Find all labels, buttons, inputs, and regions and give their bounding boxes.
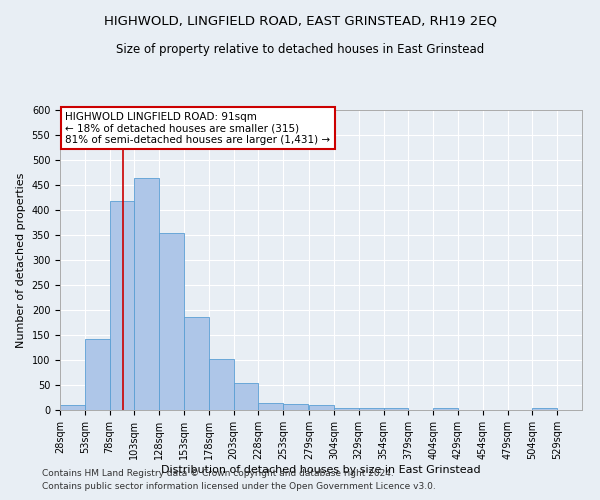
Bar [134,178,159,410]
Bar [209,358,233,410]
Bar [532,408,557,410]
Bar [259,402,283,410]
Bar [110,201,134,410]
Bar [334,408,359,410]
Text: Contains public sector information licensed under the Open Government Licence v3: Contains public sector information licen… [42,482,436,491]
Bar [359,408,383,410]
Text: HIGHWOLD, LINGFIELD ROAD, EAST GRINSTEAD, RH19 2EQ: HIGHWOLD, LINGFIELD ROAD, EAST GRINSTEAD… [104,15,497,28]
Bar [233,383,259,410]
Y-axis label: Number of detached properties: Number of detached properties [16,172,26,348]
Bar [309,405,334,410]
Bar [433,408,458,410]
Bar [60,405,85,410]
Text: HIGHWOLD LINGFIELD ROAD: 91sqm
← 18% of detached houses are smaller (315)
81% of: HIGHWOLD LINGFIELD ROAD: 91sqm ← 18% of … [65,112,331,144]
Bar [283,404,308,410]
Bar [159,232,184,410]
X-axis label: Distribution of detached houses by size in East Grinstead: Distribution of detached houses by size … [161,464,481,474]
Text: Size of property relative to detached houses in East Grinstead: Size of property relative to detached ho… [116,42,484,56]
Bar [383,408,409,410]
Bar [85,338,110,410]
Bar [184,317,209,410]
Text: Contains HM Land Registry data © Crown copyright and database right 2024.: Contains HM Land Registry data © Crown c… [42,468,394,477]
